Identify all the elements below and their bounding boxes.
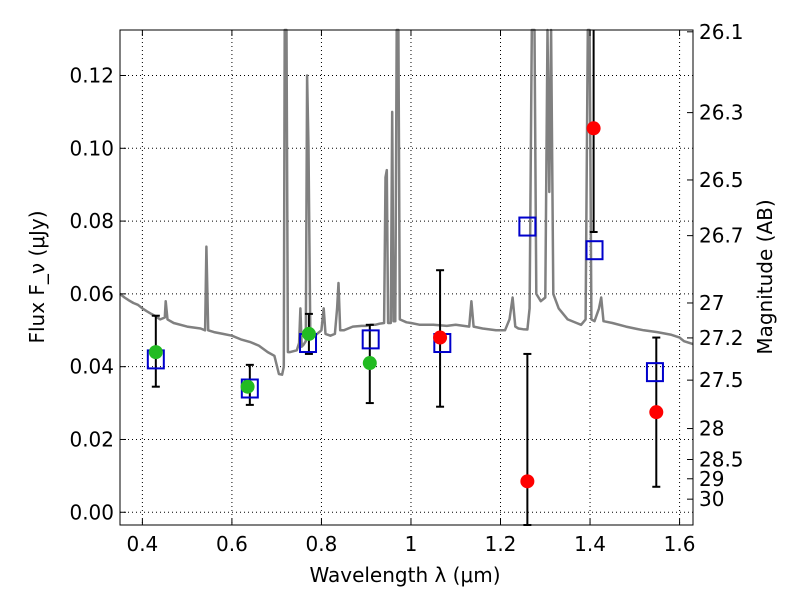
magnitude-tick-label: 28 (699, 417, 724, 441)
y-tick-label: 0.00 (69, 500, 114, 524)
x-tick-label: 1.2 (485, 532, 517, 556)
x-axis-title: Wavelength λ (μm) (309, 563, 500, 587)
error-bars (151, 30, 661, 526)
spectrum-line (119, 28, 694, 376)
photometry-point (362, 356, 377, 371)
y-tick-label: 0.12 (69, 63, 114, 87)
spectrum-series (119, 28, 694, 376)
photometry-point (649, 405, 664, 420)
model-square-marker (518, 216, 537, 237)
plot-frame (119, 29, 694, 526)
magnitude-tick-label: 27.5 (699, 368, 744, 392)
photometry-point (586, 121, 601, 136)
magnitude-tick-label: 26.5 (699, 168, 744, 192)
photometry-markers (146, 121, 664, 489)
magnitude-tick-label: 26.1 (699, 20, 744, 44)
magnitude-tick-label: 30 (699, 487, 724, 511)
model-square-marker (645, 362, 664, 383)
y-tick-label: 0.04 (69, 355, 114, 379)
x-tick-label: 0.6 (216, 532, 248, 556)
y-tick-label: 0.06 (69, 282, 114, 306)
y-tick-label: 0.10 (69, 136, 114, 160)
x-tick-label: 1.4 (574, 532, 606, 556)
x-tick-label: 1 (405, 532, 418, 556)
magnitude-tick-label: 27.2 (699, 326, 744, 350)
x-tick-label: 0.8 (306, 532, 338, 556)
photometry-point (433, 330, 448, 345)
x-tick-label: 0.4 (126, 532, 158, 556)
magnitude-tick-label: 26.3 (699, 101, 744, 125)
model-square-marker (585, 240, 604, 261)
x-tick-label: 1.6 (664, 532, 696, 556)
photometry-point (240, 379, 255, 394)
photometry-point (148, 345, 163, 360)
y2-axis-title: Magnitude (AB) (753, 199, 777, 354)
magnitude-tick-label: 27 (699, 291, 724, 315)
grid (120, 30, 693, 525)
magnitude-tick-label: 29 (699, 467, 724, 491)
photometry-point (520, 474, 535, 489)
y-tick-label: 0.02 (69, 427, 114, 451)
y-axis-title: Flux F_ν (μJy) (25, 210, 49, 343)
model-square-marker (361, 329, 380, 350)
magnitude-tick-label: 26.7 (699, 224, 744, 248)
axis-ticks: 0.4 0.6 0.8 1 1.2 1.4 1.6 0.00 0.02 0.04 0.06 0.08 0… (69, 20, 743, 556)
magnitude-tick-label: 28.5 (699, 447, 744, 471)
y-tick-label: 0.08 (69, 209, 114, 233)
photometry-point (301, 326, 316, 341)
